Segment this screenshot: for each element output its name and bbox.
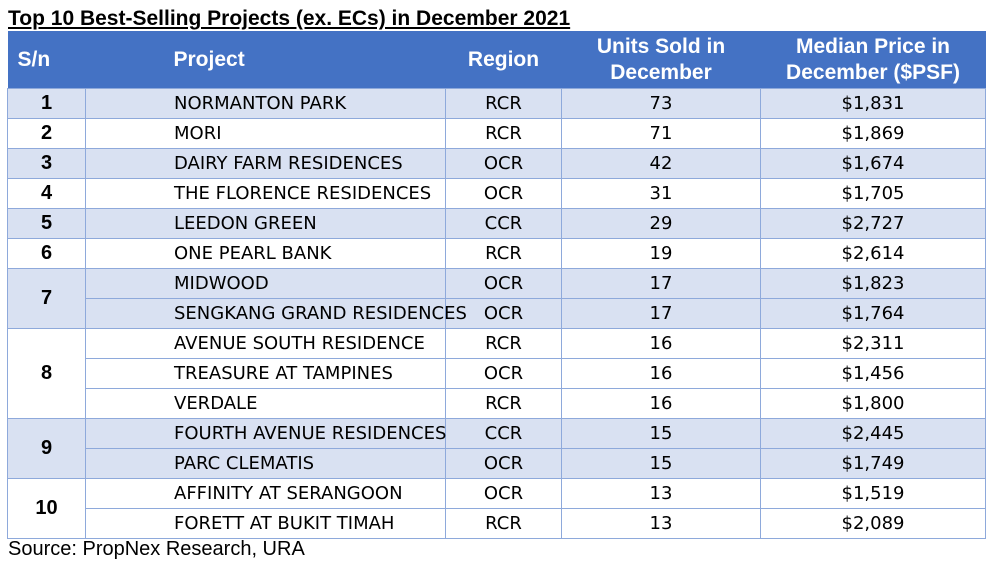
units-sold-cell: 19 [561, 238, 761, 269]
units-sold-cell: 13 [561, 508, 761, 539]
header-units-sold: Units Sold in December [561, 31, 761, 89]
median-price-cell: $2,727 [760, 208, 986, 239]
units-sold-cell: 17 [561, 268, 761, 299]
project-cell: ONE PEARL BANK [85, 238, 446, 269]
units-sold-cell: 29 [561, 208, 761, 239]
median-price-cell: $1,800 [760, 388, 986, 419]
table-row: SENGKANG GRAND RESIDENCES OCR 17 $1,764 [8, 298, 986, 329]
region-cell: OCR [445, 148, 562, 179]
header-row: S/n Project Region Units Sold in Decembe… [7, 31, 986, 89]
median-price-cell: $2,089 [760, 508, 986, 539]
project-cell: PARC CLEMATIS [85, 448, 446, 479]
project-cell: THE FLORENCE RESIDENCES [85, 178, 446, 209]
rank-cell: 7 [7, 268, 86, 329]
units-sold-cell: 16 [561, 328, 761, 359]
header-project: Project [85, 31, 446, 89]
region-cell: RCR [445, 88, 562, 119]
project-cell: SENGKANG GRAND RESIDENCES [85, 298, 467, 329]
table-row: 9 FOURTH AVENUE RESIDENCES CCR 15 $2,445 [7, 418, 986, 479]
region-cell: RCR [445, 508, 562, 539]
median-price-cell: $1,823 [760, 268, 986, 299]
median-price-cell: $1,831 [760, 88, 986, 119]
rank-cell: 4 [7, 178, 86, 209]
header-median-price: Median Price in December ($PSF) [760, 31, 986, 89]
median-price-cell: $2,445 [760, 418, 986, 449]
units-sold-cell: 42 [561, 148, 761, 179]
best-selling-projects-table: S/n Project Region Units Sold in Decembe… [7, 31, 986, 539]
region-cell: RCR [445, 238, 562, 269]
region-cell: CCR [445, 418, 562, 449]
median-price-cell: $1,519 [760, 478, 986, 509]
units-sold-cell: 31 [561, 178, 761, 209]
median-price-cell: $2,614 [760, 238, 986, 269]
project-cell: FORETT AT BUKIT TIMAH [85, 508, 446, 539]
units-sold-cell: 17 [561, 298, 761, 329]
table-title: Top 10 Best-Selling Projects (ex. ECs) i… [8, 7, 571, 30]
table-row: FORETT AT BUKIT TIMAH RCR 13 $2,089 [8, 508, 986, 539]
median-price-cell: $1,456 [760, 358, 986, 389]
region-cell: OCR [445, 268, 562, 299]
table-row: 1 NORMANTON PARK RCR 73 $1,831 [7, 88, 986, 119]
units-sold-cell: 15 [561, 418, 761, 449]
rank-cell: 2 [7, 118, 86, 149]
region-cell: OCR [445, 358, 562, 389]
source-note: Source: PropNex Research, URA [8, 538, 305, 560]
median-price-cell: $1,764 [760, 298, 986, 329]
rank-cell: 3 [7, 148, 86, 179]
rank-cell: 9 [7, 418, 86, 479]
table-body: 1 NORMANTON PARK RCR 73 $1,831 2 MORI RCR 71 $1,8… [7, 88, 986, 539]
table-row: 10 AFFINITY AT SERANGOON OCR 13 $1,519 [7, 478, 986, 539]
table-row: 7 MIDWOOD OCR 17 $1,823 [7, 268, 986, 329]
table-row: 8 AVENUE SOUTH RESIDENCE RCR 16 $2,311 [7, 328, 986, 419]
project-cell: NORMANTON PARK [85, 88, 446, 119]
rank-cell: 5 [7, 208, 86, 239]
rank-cell: 10 [7, 478, 86, 539]
median-price-cell: $1,869 [760, 118, 986, 149]
median-price-cell: $2,311 [760, 328, 986, 359]
table-row: 5 LEEDON GREEN CCR 29 $2,727 [7, 208, 986, 239]
project-cell: VERDALE [85, 388, 446, 419]
project-cell: MORI [85, 118, 446, 149]
table-row: VERDALE RCR 16 $1,800 [8, 388, 986, 419]
units-sold-cell: 71 [561, 118, 761, 149]
project-cell: LEEDON GREEN [85, 208, 446, 239]
project-cell: MIDWOOD [85, 268, 446, 299]
table-row: 6 ONE PEARL BANK RCR 19 $2,614 [7, 238, 986, 269]
units-sold-cell: 15 [561, 448, 761, 479]
rank-cell: 6 [7, 238, 86, 269]
table-row: PARC CLEMATIS OCR 15 $1,749 [8, 448, 986, 479]
region-cell: OCR [445, 478, 562, 509]
region-cell: RCR [445, 118, 562, 149]
units-sold-cell: 16 [561, 388, 761, 419]
table-row: 2 MORI RCR 71 $1,869 [7, 118, 986, 149]
region-cell: RCR [445, 388, 562, 419]
rank-cell: 8 [7, 328, 86, 419]
region-cell: OCR [445, 178, 562, 209]
region-cell: CCR [445, 208, 562, 239]
region-cell: OCR [445, 448, 562, 479]
median-price-cell: $1,705 [760, 178, 986, 209]
table-row: 4 THE FLORENCE RESIDENCES OCR 31 $1,705 [7, 178, 986, 209]
rank-cell: 1 [7, 88, 86, 119]
median-price-cell: $1,749 [760, 448, 986, 479]
region-cell: RCR [445, 328, 562, 359]
units-sold-cell: 13 [561, 478, 761, 509]
project-cell: DAIRY FARM RESIDENCES [85, 148, 446, 179]
project-cell: FOURTH AVENUE RESIDENCES [85, 418, 446, 449]
units-sold-cell: 16 [561, 358, 761, 389]
header-region: Region [445, 31, 562, 89]
project-cell: AVENUE SOUTH RESIDENCE [85, 328, 446, 359]
median-price-cell: $1,674 [760, 148, 986, 179]
header-sn: S/n [7, 31, 86, 89]
table-row: 3 DAIRY FARM RESIDENCES OCR 42 $1,674 [7, 148, 986, 179]
project-cell: TREASURE AT TAMPINES [85, 358, 446, 389]
region-cell: OCR [445, 298, 562, 329]
table-row: TREASURE AT TAMPINES OCR 16 $1,456 [8, 358, 986, 389]
units-sold-cell: 73 [561, 88, 761, 119]
project-cell: AFFINITY AT SERANGOON [85, 478, 446, 509]
